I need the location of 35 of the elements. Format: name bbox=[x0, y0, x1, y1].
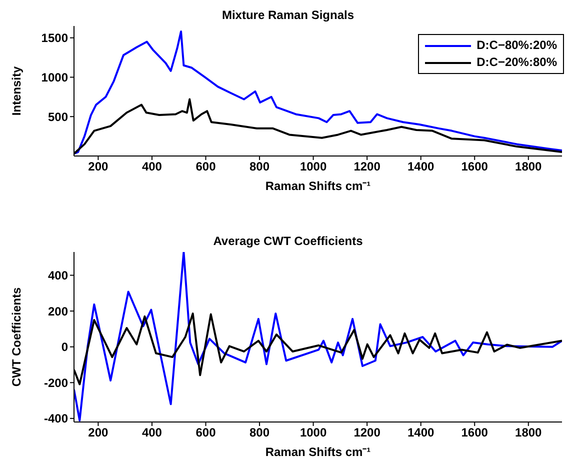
x-tick-label: 1600 bbox=[461, 160, 488, 174]
x-axis-title: Raman Shifts cm⁻¹ bbox=[265, 179, 371, 193]
y-tick-label: 1500 bbox=[41, 31, 68, 46]
x-tick-label: 800 bbox=[250, 160, 270, 174]
x-tick-label: 1200 bbox=[354, 426, 381, 440]
x-tick-label: 1800 bbox=[515, 426, 542, 440]
x-tick-label: 400 bbox=[142, 160, 162, 174]
x-tick-label: 200 bbox=[88, 426, 109, 440]
y-tick-label: 0 bbox=[61, 340, 68, 354]
x-tick-label: 1000 bbox=[300, 426, 327, 440]
x-tick-label: 600 bbox=[196, 160, 216, 174]
x-tick-label: 400 bbox=[142, 426, 162, 440]
y-tick-label: 1000 bbox=[41, 70, 68, 84]
y-axis-title: CWT Coefficients bbox=[9, 287, 24, 387]
y-tick-label: 400 bbox=[48, 268, 68, 283]
chart-title: Mixture Raman Signals bbox=[220, 8, 356, 22]
legend-label: D:C−20%:80% bbox=[476, 54, 557, 71]
x-tick-label: 1600 bbox=[461, 426, 488, 440]
legend-label: D:C−80%:20% bbox=[476, 37, 557, 54]
x-axis-title: Raman Shifts cm⁻¹ bbox=[265, 445, 371, 459]
x-tick-label: 1400 bbox=[407, 160, 435, 174]
y-axis-title: Intensity bbox=[9, 66, 24, 116]
x-tick-label: 1400 bbox=[407, 426, 435, 440]
x-tick-label: 200 bbox=[88, 160, 109, 174]
y-tick-label: 200 bbox=[48, 304, 68, 318]
x-tick-label: 600 bbox=[196, 426, 216, 440]
y-tick-label: -400 bbox=[44, 412, 68, 426]
line-series bbox=[74, 252, 562, 422]
x-tick-label: 1800 bbox=[515, 160, 542, 174]
y-tick-label: -200 bbox=[44, 376, 68, 390]
chart-title: Average CWT Coefficients bbox=[212, 234, 364, 248]
x-tick-label: 1200 bbox=[354, 160, 381, 174]
y-tick-label: 500 bbox=[48, 110, 68, 124]
x-tick-label: 800 bbox=[250, 426, 270, 440]
x-tick-label: 1000 bbox=[300, 160, 327, 174]
